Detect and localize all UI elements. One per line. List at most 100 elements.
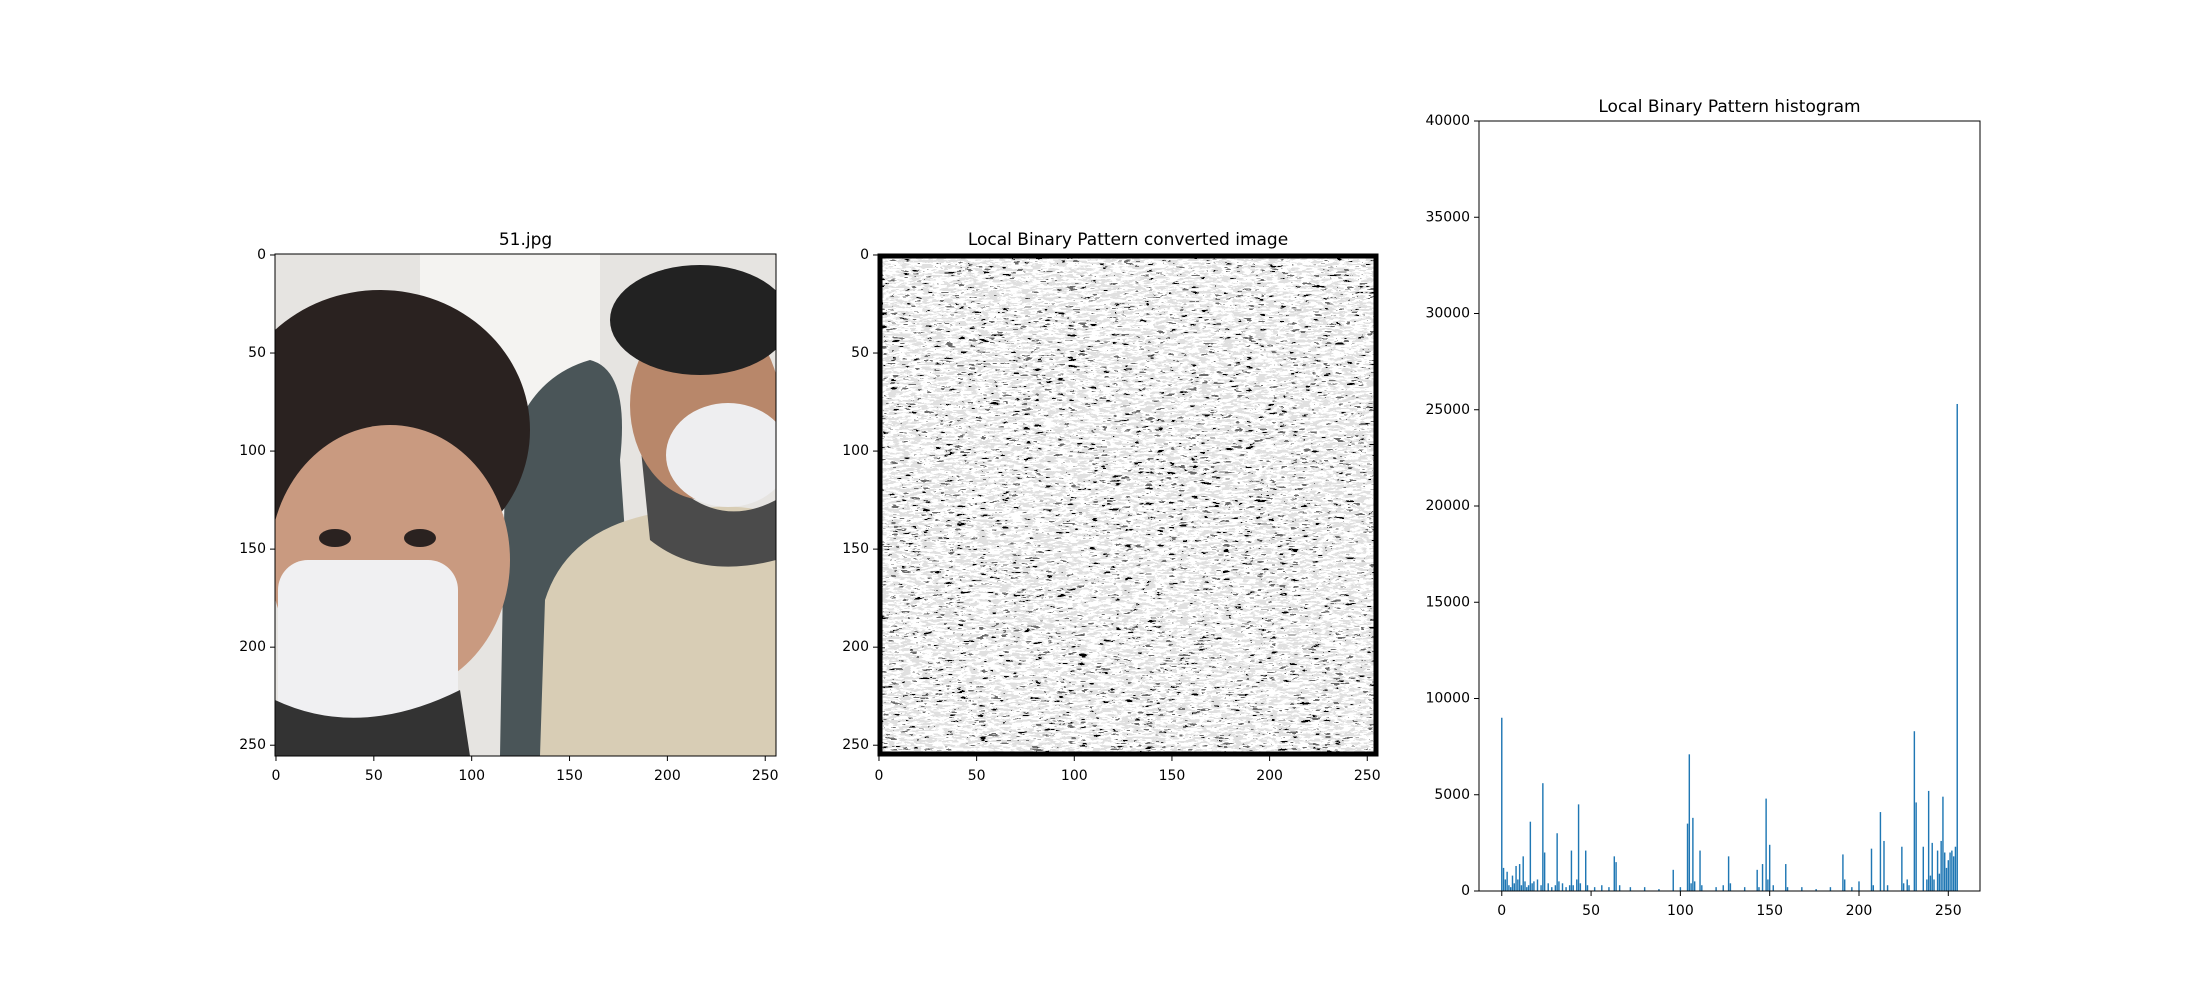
bar (1931, 842, 1933, 891)
bar (1913, 731, 1916, 891)
bar (1531, 883, 1533, 891)
bar (1568, 885, 1571, 891)
photo (275, 254, 776, 756)
bar (1577, 804, 1580, 891)
y-tick-label: 150 (842, 541, 869, 557)
bar (1768, 844, 1771, 891)
bar (1938, 873, 1941, 891)
bar (1520, 885, 1523, 891)
bar (1502, 867, 1505, 891)
bar (1693, 881, 1696, 891)
y-tick-label: 15000 (1425, 594, 1470, 610)
y-tick-label: 100 (842, 443, 869, 459)
photo-scarf (275, 690, 470, 756)
bar (1615, 862, 1617, 891)
bar (1601, 885, 1603, 891)
x-tick-label: 100 (1667, 903, 1694, 919)
bar (1922, 846, 1925, 891)
bar (1679, 887, 1682, 891)
y-tick-label: 150 (239, 541, 266, 557)
x-tick-label: 150 (556, 768, 583, 784)
axes-layer: 51.jpg 0 50 100 150 200 250 0 50 100 150 200 250 Loca… (239, 97, 1981, 919)
chart-title: Local Binary Pattern histogram (1598, 97, 1860, 117)
bar (1536, 879, 1539, 891)
bar (1643, 887, 1646, 891)
bar (1851, 887, 1853, 891)
bar (1879, 812, 1882, 891)
x-tick-label: 50 (1582, 903, 1600, 919)
y-tick-label: 0 (1461, 883, 1470, 899)
bar (1504, 879, 1507, 891)
x-tick-label: 150 (1756, 903, 1783, 919)
bar (1556, 833, 1558, 891)
bar (1743, 887, 1746, 891)
bar (1527, 885, 1530, 891)
bar (1843, 879, 1846, 891)
bar (1801, 887, 1803, 891)
y-tick-label: 250 (842, 737, 869, 753)
bar (1936, 850, 1939, 891)
y-tick-label: 250 (239, 737, 266, 753)
bar (1558, 881, 1560, 891)
bar (1543, 852, 1546, 891)
bar (1672, 869, 1674, 891)
x-tick-label: 250 (1354, 768, 1381, 784)
bar (1517, 879, 1519, 891)
y-tick-label: 200 (239, 639, 266, 655)
bar (1586, 885, 1589, 891)
y-tick-label: 25000 (1425, 402, 1470, 418)
bar (1942, 796, 1944, 891)
bar (1772, 885, 1774, 891)
bar (1551, 887, 1553, 891)
bar (1872, 885, 1874, 891)
bar (1829, 887, 1832, 891)
bar (1688, 754, 1691, 891)
bar (1501, 717, 1503, 891)
bar (1761, 864, 1764, 891)
x-tick-label: 100 (1061, 768, 1088, 784)
bar (1901, 846, 1903, 891)
bar (1785, 864, 1787, 891)
y-tick-label: 200 (842, 639, 869, 655)
bar (1701, 885, 1703, 891)
bar (1926, 879, 1928, 891)
bar (1727, 856, 1730, 891)
y-tick-label: 0 (257, 247, 266, 263)
bar (1529, 821, 1532, 891)
bar (1579, 883, 1582, 891)
bar (1952, 856, 1955, 891)
bar (1513, 883, 1515, 891)
x-tick-label: 200 (1256, 768, 1283, 784)
x-tick-label: 200 (654, 768, 681, 784)
bar (1883, 840, 1885, 891)
x-tick-label: 100 (458, 768, 485, 784)
bar (1699, 850, 1701, 891)
bar (1915, 802, 1917, 891)
bar (1870, 848, 1873, 891)
bar (1576, 879, 1578, 891)
axes-frame (274, 253, 777, 757)
bar (1956, 403, 1958, 891)
bar (1945, 867, 1948, 891)
bar (1940, 840, 1942, 891)
bar (1608, 887, 1610, 891)
bar (1572, 885, 1574, 891)
bar (1929, 875, 1932, 891)
x-tick-label: 250 (1935, 903, 1962, 919)
bar (1547, 883, 1549, 891)
bar (1593, 887, 1596, 891)
bar (1613, 856, 1616, 891)
bar (1886, 885, 1889, 891)
bar (1585, 850, 1587, 891)
bar (1933, 879, 1935, 891)
y-tick-label: 35000 (1425, 209, 1470, 225)
x-tick-label: 0 (1497, 903, 1506, 919)
bar (1542, 783, 1544, 891)
bar (1540, 885, 1542, 891)
y-tick-label: 20000 (1425, 498, 1470, 514)
photo-mask (278, 560, 458, 730)
y-tick-label: 30000 (1425, 306, 1470, 322)
y-tick-label: 50 (851, 345, 869, 361)
photo-eye (319, 529, 351, 547)
